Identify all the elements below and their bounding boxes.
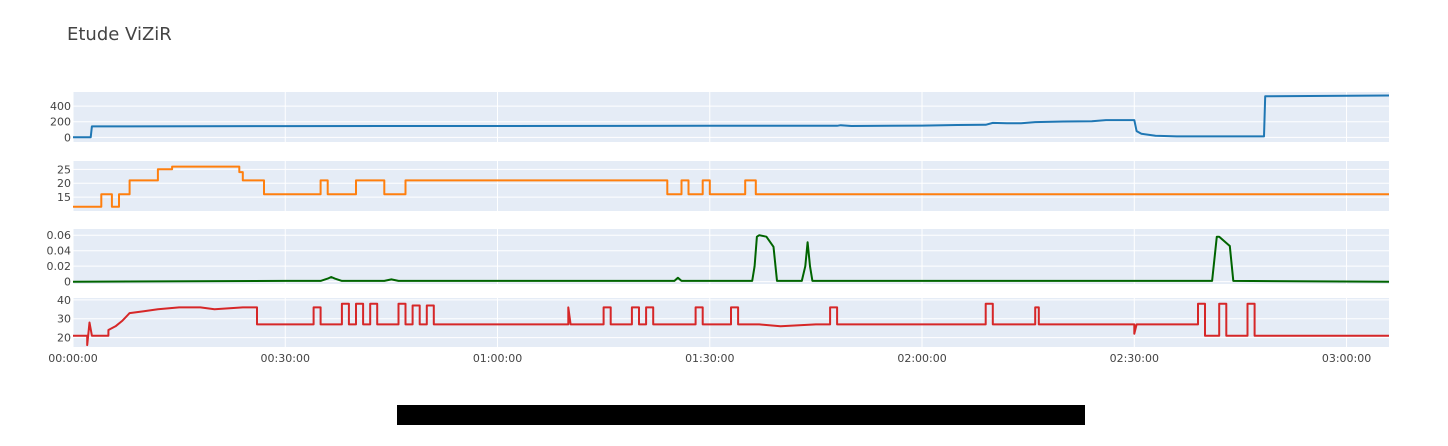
subplot-3-background (73, 229, 1389, 284)
subplot-1-ytick-1: 200 (50, 116, 71, 129)
subplot-3-series-line (72, 234, 1390, 283)
subplot-2-ytick-2: 25 (57, 163, 71, 176)
subplot-2-ytick-1: 20 (57, 177, 71, 190)
subplot-4-ytick-1: 30 (57, 313, 71, 326)
subplot-3-ytick-1: 0.02 (47, 260, 72, 273)
subplot-1-ytick-0: 0 (64, 131, 71, 144)
subplot-4-series-line (73, 302, 1389, 347)
xtick-label-4: 02:00:00 (897, 352, 946, 365)
subplot-2-ytick-0: 15 (57, 191, 71, 204)
subplot-1-background (73, 92, 1389, 142)
subplot-3-ytick-3: 0.06 (47, 229, 72, 242)
redaction-bar (397, 405, 1085, 425)
subplot-3-ytick-0: 0 (64, 276, 71, 289)
subplot-4-ytick-0: 20 (57, 332, 71, 345)
subplot-1-ytick-2: 400 (50, 100, 71, 113)
subplot-4-ytick-2: 40 (57, 294, 71, 307)
xtick-label-0: 00:00:00 (48, 352, 97, 365)
subplot-1-series-line (73, 94, 1390, 139)
xtick-label-5: 02:30:00 (1110, 352, 1159, 365)
subplot-3-ytick-2: 0.04 (47, 245, 72, 258)
xtick-label-2: 01:00:00 (473, 352, 522, 365)
chart-title: Etude ViZiR (67, 24, 172, 45)
xtick-label-3: 01:30:00 (685, 352, 734, 365)
subplot-2-background (73, 161, 1389, 211)
xtick-label-6: 03:00:00 (1322, 352, 1371, 365)
subplot-2-series-line (73, 165, 1389, 208)
xtick-label-1: 00:30:00 (261, 352, 310, 365)
